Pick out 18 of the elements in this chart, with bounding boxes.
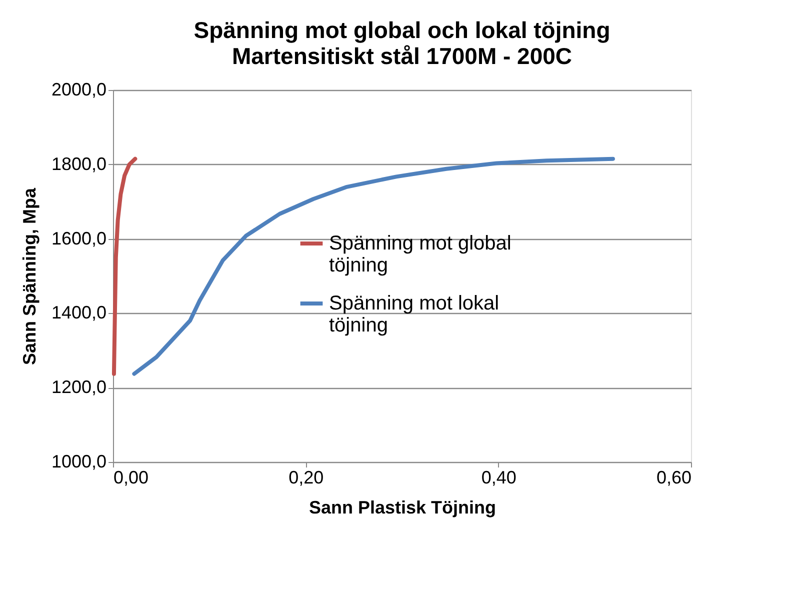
legend-label: Spänning mot lokal töjning [329, 292, 500, 336]
x-tick-label: 0,60 [656, 468, 692, 488]
chart-subtitle: Martensitiskt stål 1700M - 200C [232, 43, 572, 69]
y-axis-title: Sann Spänning, Mpa [19, 187, 40, 366]
x-axis-title: Sann Plastisk Töjning [308, 498, 496, 518]
line-series [132, 156, 615, 376]
x-tick-label: 0,40 [481, 468, 516, 488]
y-tick-label: 1400,0 [51, 302, 106, 323]
y-tick-label: 1200,0 [51, 377, 106, 398]
line-series [112, 156, 138, 376]
x-tick-label: 0,00 [114, 468, 149, 488]
y-tick-label: 1800,0 [51, 154, 106, 174]
y-tick-label: 1600,0 [51, 228, 106, 248]
y-tick-label: 1000,0 [51, 452, 106, 472]
chart-title: Spänning mot global och lokal töjning [194, 17, 610, 43]
x-tick-label: 0,20 [288, 468, 324, 488]
legend-label: Spänning mot global töjning [329, 232, 512, 276]
y-tick-label: 2000,0 [51, 80, 106, 100]
